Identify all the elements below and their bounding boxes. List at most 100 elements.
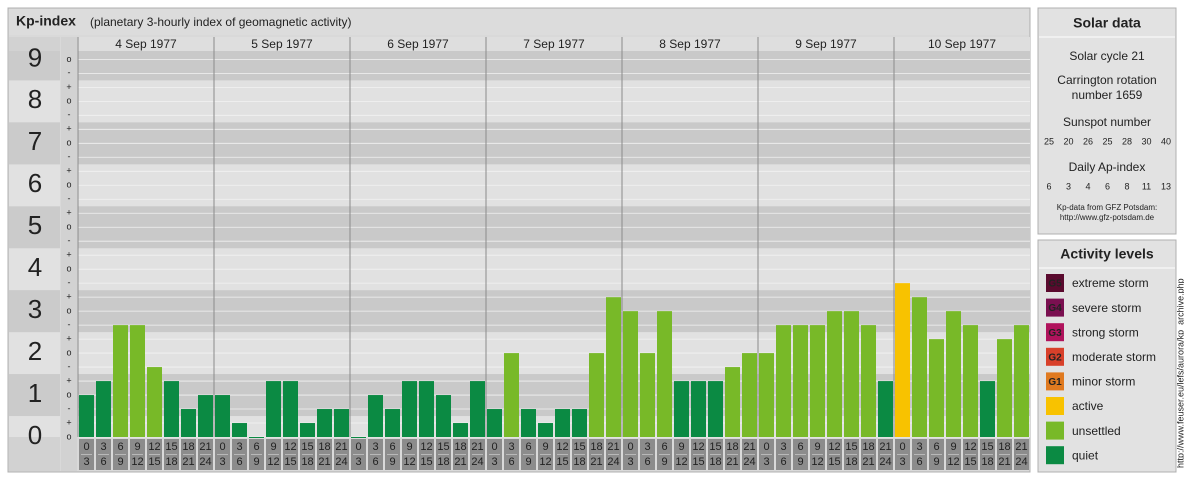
- header-bar: [9, 9, 1029, 35]
- hour-end: 15: [828, 456, 840, 468]
- credit: http://www.feuser.eu/lefs/aurora/kp_arch…: [1175, 278, 1184, 468]
- bar: [963, 325, 978, 437]
- label-band: [9, 248, 60, 291]
- hour-end: 6: [236, 456, 242, 468]
- hour-end: 24: [335, 456, 347, 468]
- sunspot-value: 26: [1083, 136, 1093, 146]
- hour-start: 15: [165, 441, 177, 453]
- bar: [385, 409, 400, 437]
- minor-tick-label: o: [66, 138, 71, 148]
- minor-tick-label: +: [66, 292, 71, 302]
- day-label: 6 Sep 1977: [387, 37, 449, 51]
- hour-end: 21: [726, 456, 738, 468]
- legend-swatch: [1046, 446, 1064, 465]
- bar: [504, 353, 519, 437]
- legend-swatch: [1046, 421, 1064, 440]
- hour-end: 3: [763, 456, 769, 468]
- hour-start: 6: [797, 441, 803, 453]
- hour-end: 12: [539, 456, 551, 468]
- label-band: [9, 122, 60, 165]
- bar: [147, 367, 162, 437]
- hour-start: 18: [726, 441, 738, 453]
- legend-label: minor storm: [1072, 375, 1135, 389]
- bar: [861, 325, 876, 437]
- minor-tick-label: o: [66, 96, 71, 106]
- minor-tick-label: o: [66, 389, 71, 399]
- legend-label: quiet: [1072, 448, 1099, 462]
- carrington: Carrington rotation: [1057, 73, 1156, 87]
- hour-end: 9: [389, 456, 395, 468]
- sunspot-value: 20: [1063, 136, 1073, 146]
- day-label: 5 Sep 1977: [251, 37, 313, 51]
- legend-swatch: [1046, 347, 1064, 366]
- bar: [79, 395, 94, 437]
- bar: [181, 409, 196, 437]
- minor-label-column: [61, 37, 77, 471]
- bar: [895, 283, 910, 437]
- sunspot-value: 40: [1161, 136, 1171, 146]
- legend-badge: G1: [1048, 377, 1062, 388]
- legend-badge: G3: [1048, 328, 1062, 339]
- hour-end: 21: [182, 456, 194, 468]
- legend-swatch: [1046, 298, 1064, 317]
- bar: [453, 423, 468, 437]
- label-band: [9, 290, 60, 333]
- bar: [640, 353, 655, 437]
- day-label: 7 Sep 1977: [523, 37, 585, 51]
- bar: [351, 437, 366, 438]
- bar: [419, 381, 434, 437]
- y-tick-label: 3: [28, 294, 42, 324]
- hour-end: 24: [471, 456, 483, 468]
- hour-end: 18: [709, 456, 721, 468]
- hour-start: 21: [743, 441, 755, 453]
- bar: [470, 381, 485, 437]
- hour-end: 12: [131, 456, 143, 468]
- minor-tick-label: o: [66, 431, 71, 441]
- hour-end: 21: [590, 456, 602, 468]
- hour-end: 12: [811, 456, 823, 468]
- ap-value: 6: [1105, 181, 1110, 191]
- bar: [878, 381, 893, 437]
- hour-start: 12: [284, 441, 296, 453]
- hour-end: 9: [797, 456, 803, 468]
- minor-tick-label: +: [66, 124, 71, 134]
- minor-tick-label: -: [68, 403, 71, 413]
- legend-badge: G4: [1048, 303, 1062, 314]
- bar: [538, 423, 553, 437]
- bar: [708, 381, 723, 437]
- bar: [249, 437, 264, 438]
- legend-label: strong storm: [1072, 325, 1139, 339]
- chart-title: Kp-index: [16, 13, 76, 29]
- hour-start: 15: [709, 441, 721, 453]
- minor-tick-label: +: [66, 208, 71, 218]
- y-tick-label: 1: [28, 378, 42, 408]
- hour-end: 9: [253, 456, 259, 468]
- hour-start: 3: [100, 441, 106, 453]
- hour-start: 15: [845, 441, 857, 453]
- hour-start: 9: [542, 441, 548, 453]
- ap-value: 3: [1066, 181, 1071, 191]
- bar: [725, 367, 740, 437]
- hour-start: 18: [998, 441, 1010, 453]
- day-label: 9 Sep 1977: [795, 37, 857, 51]
- hour-end: 3: [219, 456, 225, 468]
- bar: [793, 325, 808, 437]
- legend-swatch: [1046, 397, 1064, 415]
- bar: [521, 409, 536, 437]
- y-tick-label: 5: [28, 210, 42, 240]
- bar: [368, 395, 383, 437]
- hour-end: 15: [556, 456, 568, 468]
- bar: [997, 339, 1012, 437]
- bar: [113, 325, 128, 437]
- hour-start: 0: [83, 441, 89, 453]
- hour-end: 21: [454, 456, 466, 468]
- minor-tick-label: -: [68, 152, 71, 162]
- y-tick-label: 4: [28, 252, 42, 282]
- legend-swatch: [1046, 274, 1064, 292]
- sunspot-value: 25: [1044, 136, 1054, 146]
- day-label: 8 Sep 1977: [659, 37, 721, 51]
- bar: [96, 381, 111, 437]
- bar: [623, 311, 638, 437]
- y-tick-label: 8: [28, 84, 42, 114]
- bar: [980, 381, 995, 437]
